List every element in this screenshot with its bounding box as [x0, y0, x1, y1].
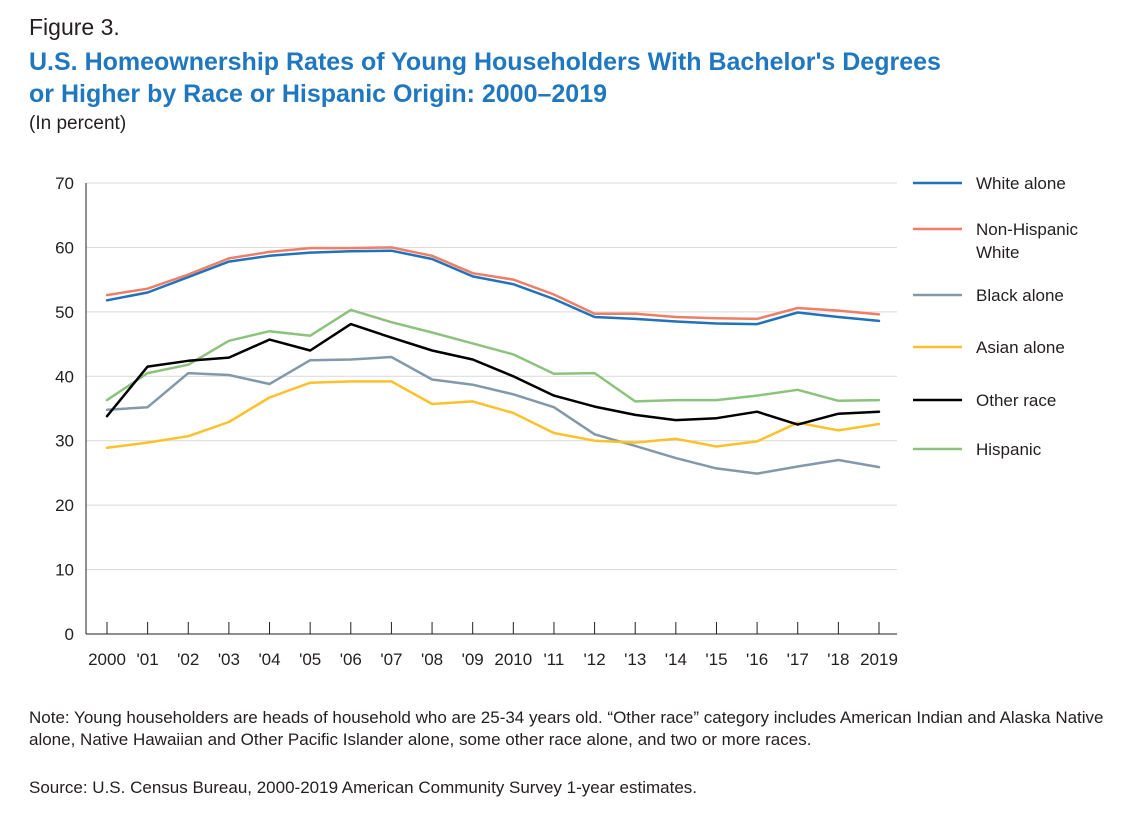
chart-title: U.S. Homeownership Rates of Young Househ…: [29, 46, 1109, 110]
x-tick-label: '03: [218, 650, 240, 669]
series-line-hispanic: [105, 308, 881, 403]
chart-title-line-1: U.S. Homeownership Rates of Young Househ…: [29, 48, 941, 76]
y-tick-label: 10: [55, 561, 74, 580]
x-tick-label: '14: [665, 650, 687, 669]
y-tick-label: 60: [55, 238, 74, 257]
legend-label-non-hispanic-white: Non-Hispanic White: [976, 220, 1079, 262]
x-tick-label: 2010: [494, 650, 532, 669]
x-tick-label: '13: [624, 650, 646, 669]
x-tick-label: '12: [584, 650, 606, 669]
legend-label-asian-alone: Asian alone: [976, 338, 1065, 357]
x-tick-label: '15: [705, 650, 727, 669]
y-tick-label: 30: [55, 432, 74, 451]
x-tick-label: '17: [787, 650, 809, 669]
series-line-non-hispanic-white: [105, 246, 881, 321]
figure-label: Figure 3.: [29, 14, 120, 40]
legend-label-black-alone: Black alone: [976, 286, 1064, 305]
x-tick-label: '02: [177, 650, 199, 669]
series-line-black-alone: [105, 355, 881, 475]
x-tick-label: '16: [746, 650, 768, 669]
x-tick-label: '11: [543, 650, 564, 669]
x-tick-label: '08: [421, 650, 443, 669]
legend-label-other-race: Other race: [976, 391, 1056, 410]
series-line-asian-alone: [105, 380, 881, 450]
legend-label-white-alone: White alone: [976, 174, 1066, 193]
x-tick-label: '18: [827, 650, 849, 669]
legend-label-hispanic: Hispanic: [976, 440, 1042, 459]
x-tick-label: 2000: [88, 650, 126, 669]
series-line-white-alone: [105, 249, 881, 326]
x-tick-label: '04: [258, 650, 280, 669]
series-line-other-race: [105, 322, 881, 426]
x-tick-label: '05: [299, 650, 321, 669]
y-tick-label: 20: [55, 496, 74, 515]
y-tick-label: 0: [65, 625, 74, 644]
x-tick-label: '09: [462, 650, 484, 669]
units-label: (In percent): [29, 113, 127, 134]
y-tick-label: 70: [55, 174, 74, 193]
x-tick-label: 2019: [860, 650, 898, 669]
y-tick-label: 40: [55, 367, 74, 386]
source-text: Source: U.S. Census Bureau, 2000-2019 Am…: [29, 778, 698, 797]
y-tick-label: 50: [55, 303, 74, 322]
note-text: Note: Young householders are heads of ho…: [29, 708, 1104, 749]
chart-title-line-2: or Higher by Race or Hispanic Origin: 20…: [29, 80, 608, 108]
line-chart: 0 10 20 30 40 50 60 70 2000 '01 '02 '03 '04 '05 '06 '07…: [55, 174, 1079, 669]
x-tick-label: '01: [137, 650, 159, 669]
x-tick-label: '07: [380, 650, 402, 669]
x-tick-label: '06: [340, 650, 362, 669]
